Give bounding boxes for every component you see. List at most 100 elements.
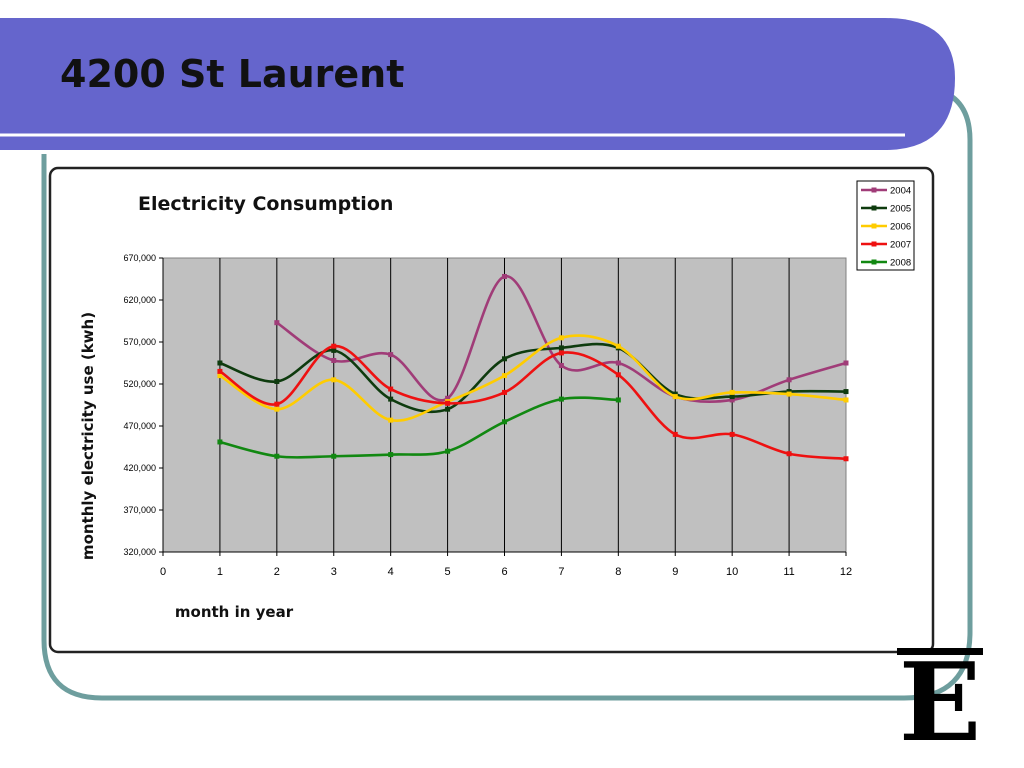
series-2008 (217, 396, 621, 459)
x-tick-label: 11 (783, 566, 794, 578)
series-2005 (217, 342, 849, 414)
data-point-2006 (672, 394, 678, 400)
x-tick-label: 2 (274, 566, 280, 578)
x-tick-label: 6 (501, 566, 507, 578)
data-point-2005 (843, 389, 849, 395)
data-point-2005 (274, 378, 280, 384)
x-tick-label: 1 (217, 566, 223, 578)
data-point-2006 (729, 389, 735, 395)
data-point-2005 (729, 394, 735, 400)
legend-label: 2008 (890, 258, 911, 269)
x-tick-label: 9 (672, 566, 678, 578)
data-point-2006 (502, 373, 507, 379)
y-tick-label: 520,000 (123, 379, 156, 389)
legend-label: 2007 (890, 240, 911, 251)
x-tick-label: 12 (840, 566, 852, 578)
data-point-2008 (502, 419, 507, 425)
data-point-2007 (502, 389, 507, 395)
data-point-2004 (843, 360, 849, 366)
data-point-2006 (786, 391, 792, 397)
legend-entry-2008: 2008 (861, 258, 911, 269)
data-point-2005 (502, 356, 507, 362)
data-point-2005 (672, 391, 678, 397)
legend-swatch-marker (871, 223, 877, 229)
series-layer (217, 273, 849, 462)
legend-swatch-marker (871, 241, 877, 247)
legend-label: 2004 (890, 186, 911, 197)
page-title: 4200 St Laurent (60, 52, 405, 96)
logo-letter: E (899, 640, 981, 766)
data-point-2006 (615, 343, 621, 349)
legend-entry-2006: 2006 (861, 222, 911, 233)
x-tick-label: 4 (388, 566, 394, 578)
data-point-2007 (274, 401, 280, 407)
data-point-2007 (388, 386, 394, 392)
legend-swatch-marker (871, 187, 877, 193)
data-point-2006 (217, 373, 223, 379)
data-point-2005 (388, 396, 394, 402)
y-axis-label: monthly electricity use (kwh) (79, 312, 97, 560)
data-point-2004 (274, 320, 280, 326)
data-point-2004 (388, 352, 394, 358)
axes (159, 257, 847, 556)
data-point-2008 (331, 453, 337, 459)
data-point-2007 (331, 343, 337, 349)
x-tick-label: 8 (615, 566, 621, 578)
x-axis-label: month in year (175, 603, 294, 621)
series-line-2008 (219, 396, 619, 459)
x-tick-label: 5 (445, 566, 451, 578)
chart-title: Electricity Consumption (138, 193, 394, 215)
data-point-2004 (331, 357, 337, 363)
data-point-2007 (729, 431, 735, 437)
data-point-2005 (558, 345, 564, 351)
y-tick-label: 470,000 (123, 421, 156, 431)
teal-frame (41, 85, 973, 701)
legend-entry-2004: 2004 (861, 186, 911, 197)
y-tick-labels: 320,000 370,000 420,000 470,000 520,000 570,0… (123, 253, 156, 557)
y-tick-label: 620,000 (123, 295, 156, 305)
series-2007 (217, 343, 849, 462)
data-point-2007 (786, 451, 792, 457)
data-point-2006 (274, 406, 280, 412)
data-point-2004 (558, 363, 564, 369)
y-tick-label: 320,000 (123, 547, 156, 557)
data-point-2004 (729, 397, 735, 403)
legend: 2004 2005 2006 2007 2008 (856, 180, 915, 271)
x-tick-label: 7 (558, 566, 564, 578)
data-point-2005 (445, 406, 451, 412)
data-point-2006 (388, 417, 394, 423)
legend-label: 2006 (890, 222, 911, 233)
data-point-2007 (558, 350, 564, 356)
data-point-2006 (843, 397, 849, 403)
data-point-2007 (445, 400, 451, 406)
data-point-2008 (558, 396, 564, 402)
logo-e: E (897, 640, 983, 766)
data-point-2005 (786, 389, 792, 395)
data-point-2008 (274, 453, 280, 459)
data-point-2005 (217, 360, 223, 366)
data-point-2005 (331, 347, 337, 353)
data-point-2004 (445, 395, 451, 401)
data-point-2004 (502, 273, 507, 279)
x-tick-label: 3 (331, 566, 337, 578)
data-point-2004 (615, 360, 621, 366)
data-point-2008 (615, 397, 621, 403)
y-tick-label: 570,000 (123, 337, 156, 347)
logo-bar (897, 648, 983, 655)
data-point-2006 (558, 335, 564, 341)
data-point-2007 (217, 368, 223, 374)
data-point-2008 (217, 439, 223, 445)
data-point-2007 (672, 431, 678, 437)
y-tick-label: 670,000 (123, 253, 156, 263)
data-point-2007 (843, 456, 849, 462)
legend-swatch-marker (871, 205, 877, 211)
x-tick-label: 10 (726, 566, 738, 578)
data-point-2008 (445, 448, 451, 454)
data-point-2006 (331, 377, 337, 383)
legend-entry-2005: 2005 (861, 204, 911, 215)
y-tick-label: 420,000 (123, 463, 156, 473)
data-point-2008 (388, 452, 394, 458)
legend-entry-2007: 2007 (861, 240, 911, 251)
legend-swatch-marker (871, 259, 877, 265)
